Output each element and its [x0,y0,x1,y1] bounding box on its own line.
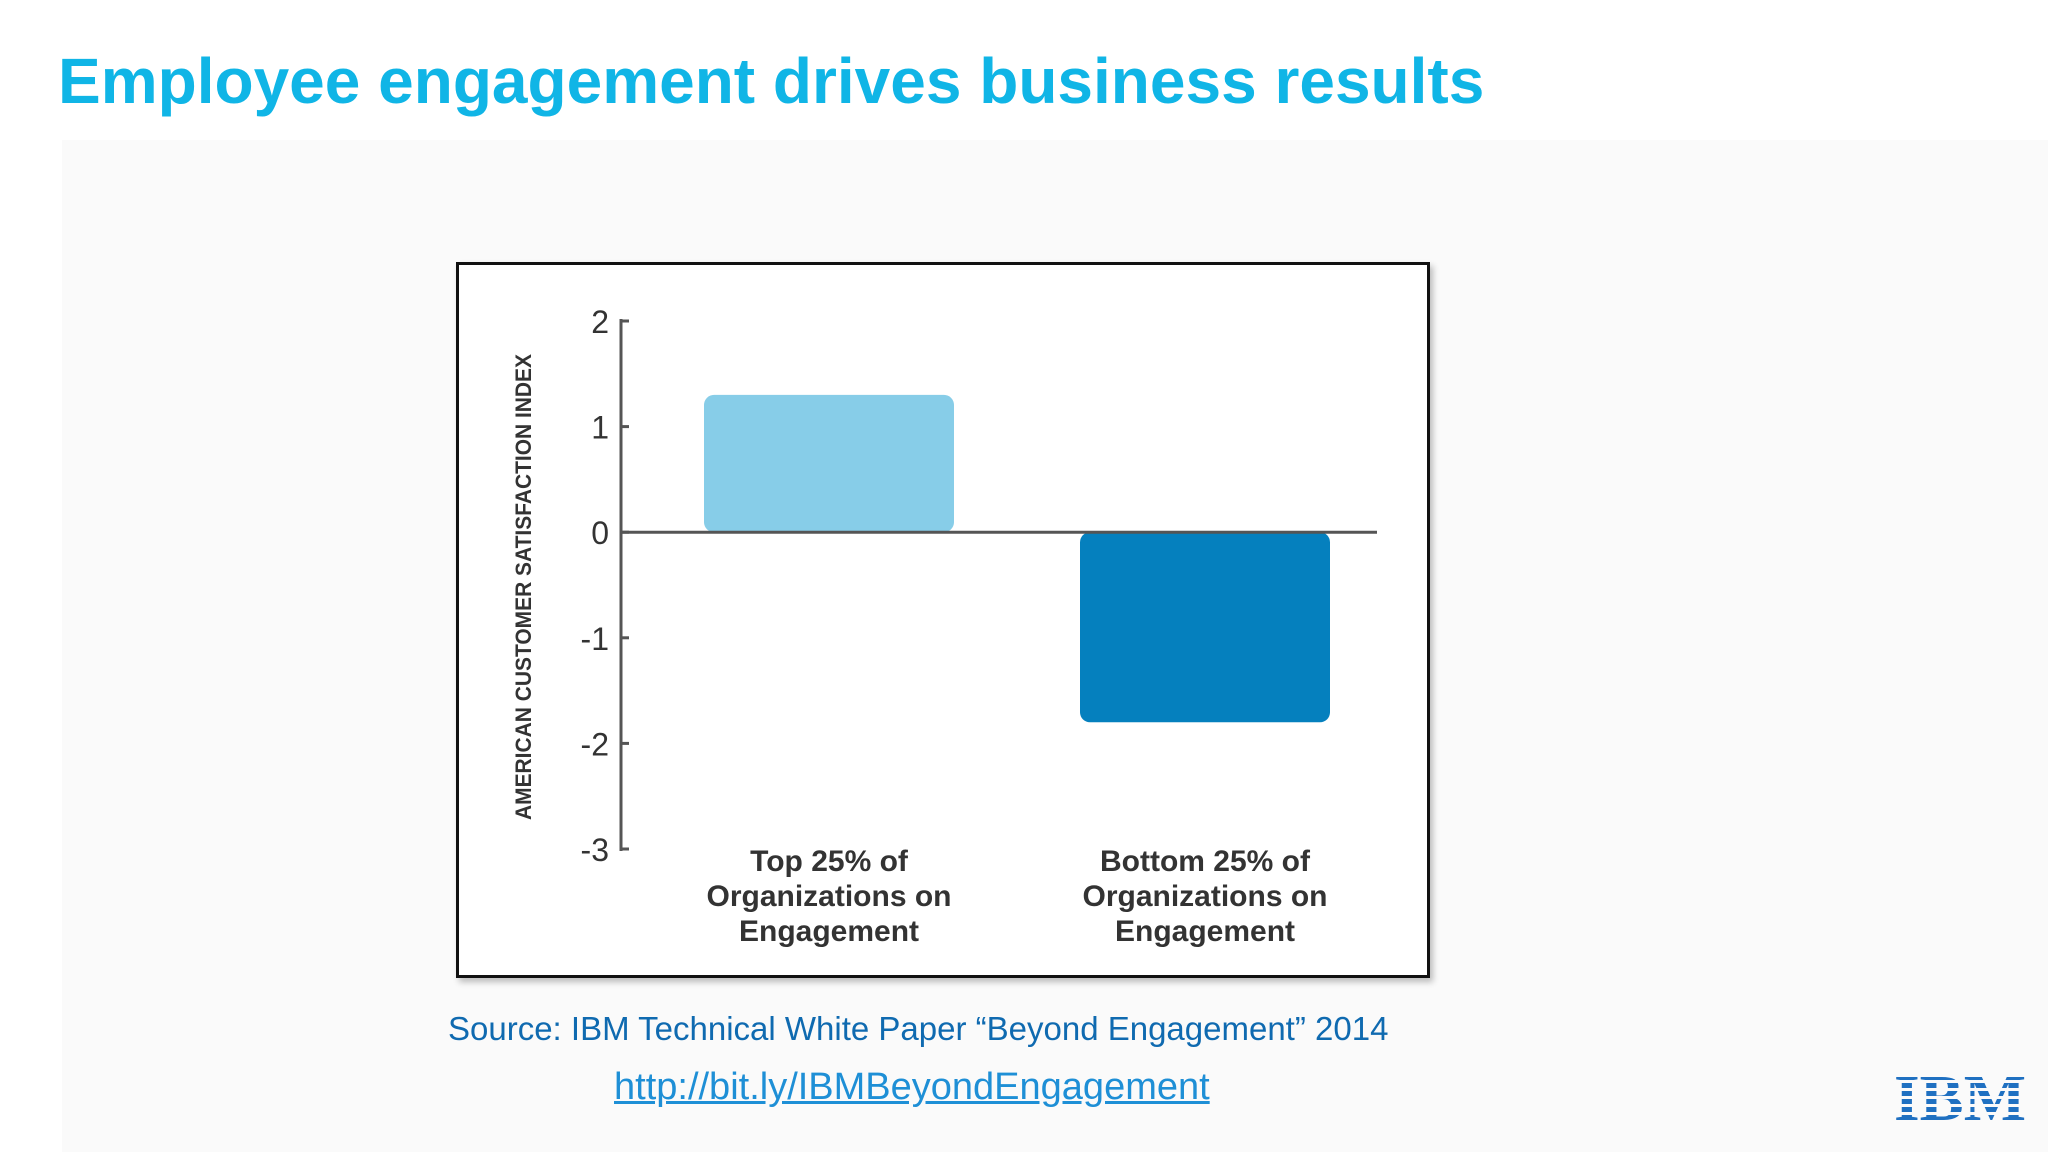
svg-text:IBM: IBM [1894,1066,2026,1126]
y-tick-label-5: -3 [581,832,609,868]
category-label-0-line-0: Top 25% of [750,845,909,878]
slide-title: Employee engagement drives business resu… [58,45,1485,117]
source-link[interactable]: http://bit.ly/IBMBeyondEngagement [614,1066,1210,1108]
y-tick-label-2: 0 [591,515,609,551]
category-label-1-line-0: Bottom 25% of [1100,845,1311,878]
source-citation: Source: IBM Technical White Paper “Beyon… [448,1010,1389,1047]
bar-1 [1080,532,1330,723]
y-axis-title: AMERICAN CUSTOMER SATISFACTION INDEX [511,354,536,820]
y-tick-label-4: -2 [581,726,609,762]
category-label-0-line-1: Organizations on [706,880,951,913]
chart-frame: 2 1 0 -1 -2 -3 AMERICAN CUSTOMER SATISFACTION … [456,262,1430,978]
bar-chart: 2 1 0 -1 -2 -3 AMERICAN CUSTOMER SATISFACTION … [511,304,1377,948]
category-label-1-line-1: Organizations on [1082,880,1327,913]
y-tick-label-1: 1 [591,410,609,446]
y-tick-label-0: 2 [591,304,609,340]
y-tick-label-3: -1 [581,621,609,657]
bar-0 [704,394,954,533]
category-label-0-line-2: Engagement [739,915,919,948]
ibm-logo: IBM [1894,1066,2026,1126]
category-label-1-line-2: Engagement [1115,915,1295,948]
